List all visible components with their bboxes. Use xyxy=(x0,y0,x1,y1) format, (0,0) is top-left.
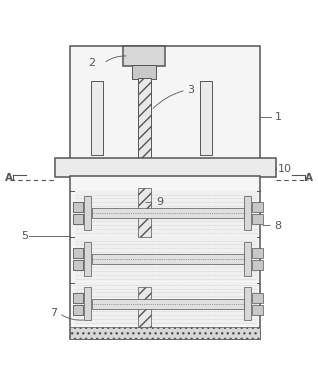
Bar xyxy=(252,260,263,270)
Bar xyxy=(91,81,103,155)
Text: 10: 10 xyxy=(278,164,292,174)
Bar xyxy=(123,46,165,66)
Bar xyxy=(75,236,257,281)
Bar xyxy=(75,191,257,235)
Text: 8: 8 xyxy=(274,221,282,231)
Text: 9: 9 xyxy=(156,196,163,207)
Bar xyxy=(73,202,83,212)
Bar xyxy=(84,242,91,276)
Bar xyxy=(54,158,276,177)
Text: 3: 3 xyxy=(188,85,195,95)
Bar xyxy=(73,293,83,303)
Text: A: A xyxy=(4,173,13,183)
Bar xyxy=(138,77,151,160)
Bar xyxy=(132,65,156,79)
Bar xyxy=(70,176,260,339)
Bar xyxy=(73,305,83,315)
Bar xyxy=(252,248,263,258)
Bar xyxy=(73,248,83,258)
Bar xyxy=(252,293,263,303)
Bar xyxy=(252,305,263,315)
Text: 1: 1 xyxy=(274,112,281,122)
Bar xyxy=(244,242,251,276)
Bar xyxy=(73,305,83,315)
Bar xyxy=(92,299,244,309)
Bar xyxy=(75,282,257,326)
Bar xyxy=(73,293,83,303)
Bar xyxy=(84,287,91,320)
Bar xyxy=(84,196,91,230)
Bar xyxy=(138,287,151,327)
Bar xyxy=(138,188,151,237)
Text: 7: 7 xyxy=(50,308,57,318)
Bar xyxy=(252,214,263,224)
Bar xyxy=(70,46,260,161)
Bar xyxy=(70,327,260,339)
Bar xyxy=(92,254,244,264)
Bar xyxy=(73,260,83,270)
Bar xyxy=(73,214,83,224)
Text: A: A xyxy=(305,173,314,183)
Bar xyxy=(73,214,83,224)
Text: 2: 2 xyxy=(88,58,95,68)
Bar xyxy=(73,202,83,212)
Text: 5: 5 xyxy=(21,231,28,241)
Bar xyxy=(73,248,83,258)
Bar xyxy=(92,208,244,218)
Bar xyxy=(200,81,212,155)
Bar xyxy=(73,260,83,270)
Bar xyxy=(244,196,251,230)
Bar xyxy=(244,287,251,320)
Bar xyxy=(252,202,263,212)
